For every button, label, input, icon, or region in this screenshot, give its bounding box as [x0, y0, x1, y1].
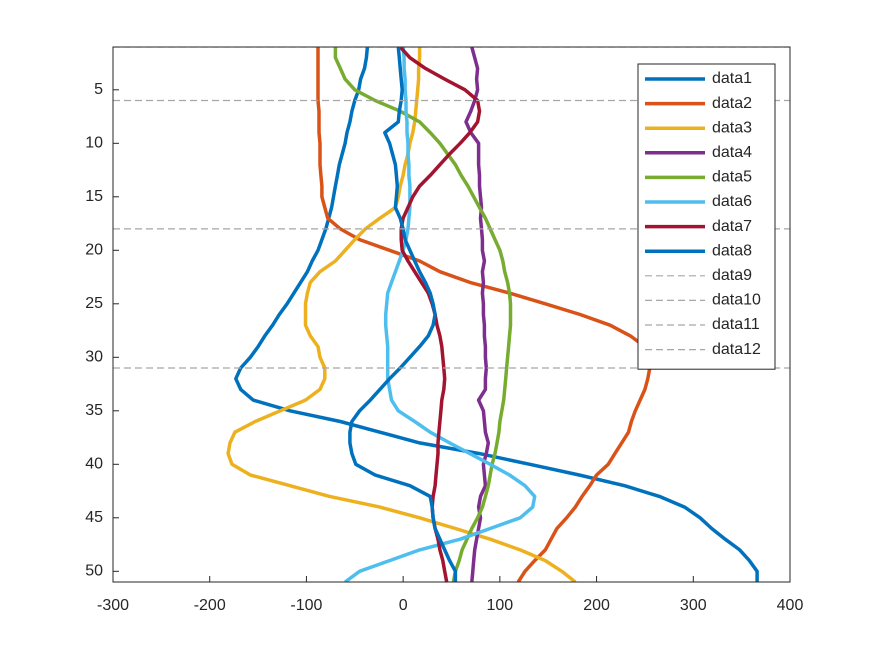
- y-tick-label: 45: [85, 509, 103, 526]
- y-tick-label: 50: [85, 563, 103, 580]
- x-tick-label: -100: [290, 597, 322, 614]
- legend-label: data6: [712, 193, 752, 210]
- legend-label: data10: [712, 292, 761, 309]
- x-tick-label: 200: [583, 597, 610, 614]
- x-tick-label: -300: [97, 597, 129, 614]
- legend-label: data9: [712, 267, 752, 284]
- x-tick-label: -200: [194, 597, 226, 614]
- y-tick-label: 20: [85, 242, 103, 259]
- y-tick-label: 35: [85, 402, 103, 419]
- series-line: [333, 47, 513, 582]
- y-tick-label: 25: [85, 295, 103, 312]
- series-line: [464, 47, 491, 582]
- legend-box: [637, 63, 776, 370]
- series-line: [226, 47, 577, 582]
- legend-label: data1: [712, 70, 752, 87]
- legend-label: data4: [712, 144, 752, 161]
- y-tick-label: 30: [85, 349, 103, 366]
- x-tick-label: 400: [777, 597, 804, 614]
- legend-label: data2: [712, 95, 752, 112]
- series-line: [316, 47, 652, 582]
- legend-label: data3: [712, 119, 752, 136]
- x-tick-label: 0: [399, 597, 408, 614]
- axes-box: [112, 46, 791, 583]
- legend-label: data8: [712, 242, 752, 259]
- y-tick-label: 40: [85, 456, 103, 473]
- series-line: [344, 47, 537, 582]
- series-line: [234, 47, 759, 582]
- legend-label: data12: [712, 341, 761, 358]
- y-tick-label: 10: [85, 135, 103, 152]
- legend-label: data5: [712, 169, 752, 186]
- x-tick-label: 300: [680, 597, 707, 614]
- legend-label: data11: [712, 316, 760, 333]
- y-tick-label: 15: [85, 188, 103, 205]
- series-line: [348, 47, 458, 582]
- y-tick-label: 5: [94, 81, 103, 98]
- x-tick-label: 100: [487, 597, 514, 614]
- legend-label: data7: [712, 218, 752, 235]
